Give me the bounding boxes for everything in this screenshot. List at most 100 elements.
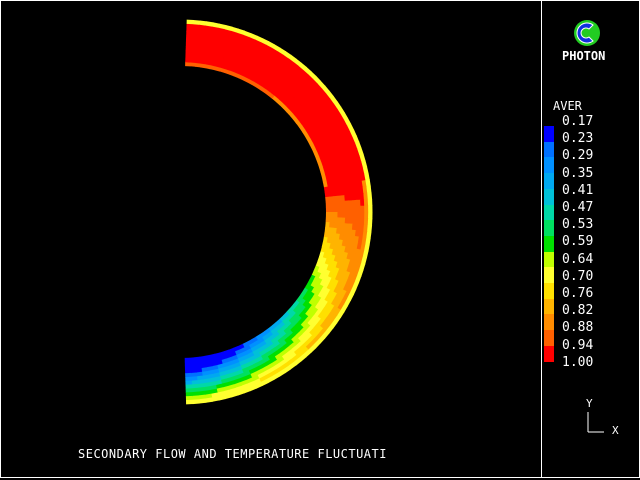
contour-cell [239, 57, 247, 65]
contour-cell [330, 179, 336, 187]
contour-cell [274, 63, 283, 72]
contour-cell [344, 271, 351, 279]
contour-cell [200, 359, 207, 365]
contour-cell [184, 361, 191, 367]
contour-cell [356, 218, 361, 225]
contour-cell [197, 387, 205, 393]
contour-cell [345, 278, 352, 287]
contour-cell [198, 28, 206, 34]
contour-cell [314, 107, 322, 115]
contour-cell [325, 140, 333, 149]
contour-cell [314, 333, 323, 342]
contour-cell [329, 217, 335, 223]
legend-label: 0.82 [562, 303, 594, 319]
contour-cell [286, 57, 295, 66]
contour-cell [327, 112, 335, 121]
contour-cell [337, 309, 345, 318]
contour-cell [325, 217, 331, 223]
contour-cell [197, 39, 205, 45]
contour-cell [359, 262, 366, 271]
contour-cell [246, 69, 254, 76]
contour-cell [244, 72, 252, 80]
contour-cell [242, 387, 251, 394]
contour-cell [347, 272, 355, 281]
contour-cell [304, 316, 312, 324]
contour-cell [355, 224, 361, 231]
contour-cell [259, 67, 267, 75]
contour-cell [343, 298, 351, 307]
contour-cell [253, 39, 262, 46]
contour-cell [254, 64, 262, 72]
contour-cell [324, 122, 332, 130]
contour-cell [320, 268, 327, 276]
contour-cell [246, 40, 255, 47]
contour-cell [348, 223, 353, 231]
contour-cell [199, 20, 207, 26]
contour-cell [280, 362, 289, 370]
contour-cell [331, 272, 338, 280]
contour-cell [339, 189, 345, 196]
contour-cell [189, 361, 196, 366]
contour-cell [252, 42, 260, 50]
contour-cell [191, 391, 199, 397]
contour-cell [333, 206, 338, 213]
contour-cell [200, 63, 207, 69]
contour-cell [321, 241, 328, 248]
contour-cell [196, 375, 204, 381]
contour-cell [342, 139, 349, 148]
contour-cell [348, 194, 353, 201]
contour-cell [334, 108, 342, 117]
contour-cell [247, 351, 255, 359]
contour-cell [340, 296, 348, 305]
contour-cell [195, 58, 202, 64]
contour-cell [293, 58, 302, 67]
legend-swatch [544, 204, 554, 221]
contour-cell [310, 321, 318, 329]
logo-text: PHOTON [562, 49, 606, 63]
contour-cell [317, 132, 324, 140]
contour-cell [242, 76, 250, 83]
contour-cell [251, 59, 259, 66]
contour-cell [284, 70, 293, 79]
contour-cell [329, 284, 337, 293]
contour-cell [266, 376, 275, 384]
contour-cell [244, 60, 252, 67]
contour-cell [243, 30, 252, 38]
contour-cell [341, 276, 349, 285]
contour-cell [329, 196, 334, 203]
contour-cell [316, 318, 325, 327]
contour-cell [357, 147, 364, 156]
contour-cell [195, 54, 203, 60]
contour-cell [312, 340, 321, 349]
contour-cell [324, 114, 332, 123]
contour-cell [281, 352, 290, 361]
contour-cell [286, 349, 295, 357]
contour-cell [336, 228, 341, 235]
contour-cell [330, 125, 338, 133]
contour-cell [351, 142, 358, 151]
contour-cell [201, 367, 208, 373]
contour-cell [296, 65, 305, 74]
contour-cell [317, 126, 325, 134]
contour-cell [272, 340, 281, 348]
contour-cell [309, 88, 317, 97]
contour-cell [331, 110, 339, 119]
contour-cell [313, 141, 320, 149]
contour-cell [184, 357, 191, 363]
contour-cell [270, 47, 279, 55]
contour-cell [272, 350, 280, 358]
contour-cell [364, 205, 369, 213]
contour-cell [307, 98, 315, 106]
contour-cell [269, 356, 278, 364]
contour-cell [241, 34, 250, 41]
contour-cell [293, 338, 301, 346]
contour-cell [236, 48, 245, 55]
contour-cell [337, 201, 342, 208]
contour-cell [195, 62, 201, 68]
contour-cell [267, 353, 276, 361]
legend-swatch [544, 220, 554, 237]
contour-cell [310, 78, 319, 87]
contour-cell [307, 81, 316, 90]
contour-cell [366, 231, 372, 239]
contour-cell [298, 82, 306, 91]
